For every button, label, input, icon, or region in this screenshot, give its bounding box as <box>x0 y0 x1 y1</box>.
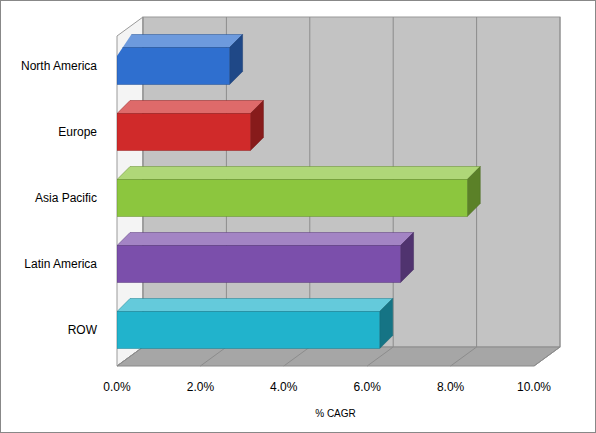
bar-side <box>401 233 414 283</box>
axis-title: % CAGR <box>315 408 356 419</box>
bar-side <box>467 167 480 217</box>
bar-front <box>117 246 401 283</box>
bar <box>117 35 243 85</box>
bar-top <box>117 233 414 246</box>
bar <box>117 299 393 349</box>
category-label: North America <box>21 59 97 73</box>
bar-side <box>250 101 263 151</box>
bar-top <box>117 299 393 312</box>
bar-top <box>117 167 480 180</box>
grid-line <box>284 347 310 366</box>
bar-side <box>230 35 243 85</box>
bar <box>117 233 414 283</box>
category-label: Asia Pacific <box>35 191 97 205</box>
bars <box>117 35 480 349</box>
tick-label: 2.0% <box>187 380 215 394</box>
tick-label: 0.0% <box>103 380 131 394</box>
category-label: Europe <box>58 125 97 139</box>
chart-border <box>1 1 596 433</box>
floor <box>117 347 560 366</box>
bar-front <box>117 312 380 349</box>
grid-line <box>560 17 561 347</box>
grid-line <box>534 347 560 366</box>
chart-container: 0.0% 2.0% 4.0% 6.0% 8.0% 10.0% % CAGR North Ame… <box>0 0 596 433</box>
bar-front <box>117 114 250 151</box>
bar-top <box>117 35 243 48</box>
grid-line <box>117 347 143 366</box>
category-label: ROW <box>68 323 98 337</box>
bar-front <box>117 48 230 85</box>
bar-side <box>380 299 393 349</box>
bar <box>117 101 263 151</box>
chart-svg: 0.0% 2.0% 4.0% 6.0% 8.0% 10.0% % CAGR North Ame… <box>0 0 596 433</box>
grid-line <box>200 347 226 366</box>
grid-line <box>451 347 477 366</box>
tick-label: 6.0% <box>354 380 382 394</box>
grid-line <box>367 347 393 366</box>
bar-top <box>117 101 263 114</box>
tick-label: 8.0% <box>437 380 465 394</box>
tick-label: 10.0% <box>517 380 551 394</box>
tick-label: 4.0% <box>270 380 298 394</box>
category-label: Latin America <box>24 257 97 271</box>
bar-front <box>117 180 467 217</box>
bar <box>117 167 480 217</box>
